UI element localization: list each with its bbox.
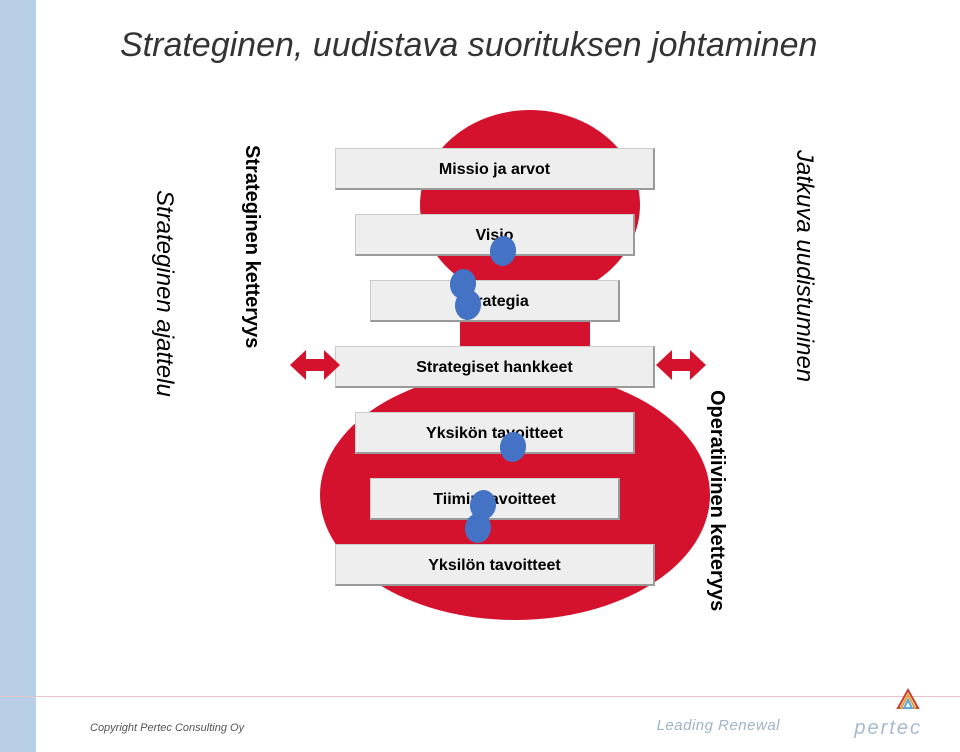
vlabel-operatiivinen-ketteryys: Operatiivinen ketteryys: [705, 390, 728, 611]
page-title: Strateginen, uudistava suorituksen johta…: [120, 26, 817, 65]
tagline-text: Leading Renewal: [657, 717, 780, 734]
box-strategia: Strategia: [370, 280, 620, 322]
logo-word: pertec: [812, 717, 922, 740]
vlabel-strateginen-ketteryys: Strateginen ketteryys: [240, 145, 263, 348]
box-missio: Missio ja arvot: [335, 148, 655, 190]
double-arrow-left: [292, 350, 338, 380]
box-yksikko: Yksikön tavoitteet: [355, 412, 635, 454]
double-arrow-right: [658, 350, 704, 380]
footer: Copyright Pertec Consulting Oy Leading R…: [0, 696, 960, 752]
hierarchy-stack: Missio ja arvot Visio Strategia Strategi…: [335, 148, 655, 610]
left-accent-bar: [0, 0, 36, 752]
pertec-logo: pertec: [812, 686, 922, 740]
vlabel-jatkuva-uudistuminen: Jatkuva uudistuminen: [790, 150, 818, 382]
logo-triangle-icon: [894, 686, 922, 717]
box-yksilo: Yksilön tavoitteet: [335, 544, 655, 586]
copyright-text: Copyright Pertec Consulting Oy: [90, 722, 244, 734]
slide: Strateginen, uudistava suorituksen johta…: [0, 0, 960, 752]
box-hankkeet: Strategiset hankkeet: [335, 346, 655, 388]
vlabel-strateginen-ajattelu: Strateginen ajattelu: [150, 190, 178, 397]
